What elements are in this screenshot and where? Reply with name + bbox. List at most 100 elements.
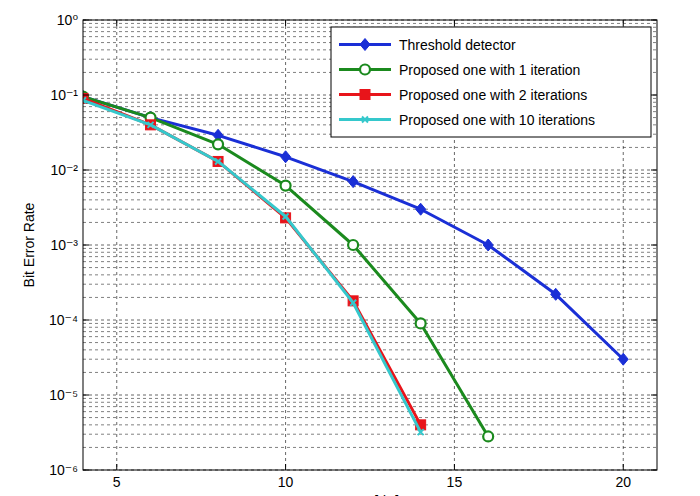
x-tick-label: 20 xyxy=(615,474,631,490)
x-tick xyxy=(454,20,455,26)
x-grid-line xyxy=(285,20,286,470)
minor-grid-line xyxy=(83,323,657,324)
minor-grid-line xyxy=(83,434,657,435)
series-marker xyxy=(618,353,628,365)
x-tick-label: 10 xyxy=(278,474,294,490)
y-tick xyxy=(651,245,657,246)
y-tick xyxy=(651,20,657,21)
legend-item: Proposed one with 2 iterations xyxy=(339,87,587,103)
y-tick xyxy=(83,470,89,471)
series-marker xyxy=(281,151,291,163)
series-line xyxy=(83,98,421,424)
y-tick xyxy=(83,320,89,321)
y-tick-label: 10⁻² xyxy=(50,162,78,178)
y-tick-label: 10⁻³ xyxy=(50,237,78,253)
y-tick xyxy=(83,245,89,246)
minor-grid-line xyxy=(83,23,657,24)
y-tick xyxy=(83,95,89,96)
minor-grid-line xyxy=(83,297,657,298)
series-marker xyxy=(483,239,493,251)
data xyxy=(83,91,628,442)
series-marker xyxy=(416,203,426,215)
y-tick xyxy=(651,395,657,396)
x-axis-label: SNR [dB] xyxy=(341,493,399,496)
axes-frame xyxy=(83,20,657,470)
minor-grid-line xyxy=(83,342,657,343)
y-tick xyxy=(83,395,89,396)
minor-grid-line xyxy=(83,424,657,425)
axes: 510152010⁻⁶10⁻⁵10⁻⁴10⁻³10⁻²10⁻¹10⁰ xyxy=(49,12,657,490)
series xyxy=(83,93,426,429)
series-line xyxy=(83,97,488,437)
y-tick-label: 10⁰ xyxy=(57,12,79,28)
y-grid-line xyxy=(83,170,657,171)
series-marker xyxy=(483,431,493,441)
legend-marker xyxy=(360,65,370,75)
y-tick xyxy=(651,320,657,321)
y-axis-label: Bit Error Rate xyxy=(21,202,37,287)
series-line xyxy=(83,100,421,432)
x-tick xyxy=(454,464,455,470)
series-marker xyxy=(283,213,289,219)
series-marker xyxy=(416,318,426,328)
minor-grid-line xyxy=(83,222,657,223)
minor-grid-line xyxy=(83,248,657,249)
y-tick xyxy=(83,170,89,171)
legend-marker xyxy=(360,90,370,100)
minor-grid-line xyxy=(83,398,657,399)
legend-item: Proposed one with 10 iterations xyxy=(339,112,595,128)
x-tick-label: 15 xyxy=(447,474,463,490)
series-marker xyxy=(418,429,424,435)
legend-marker xyxy=(360,39,370,51)
y-tick-label: 10⁻⁶ xyxy=(49,462,78,478)
minor-grid-line xyxy=(83,267,657,268)
minor-grid-line xyxy=(83,147,657,148)
minor-grid-line xyxy=(83,173,657,174)
legend-marker xyxy=(362,117,368,123)
x-tick xyxy=(116,464,117,470)
minor-grid-line xyxy=(83,327,657,328)
y-tick-label: 10⁻⁴ xyxy=(49,312,78,328)
minor-grid-line xyxy=(83,252,657,253)
minor-grid-line xyxy=(83,256,657,257)
x-tick-label: 5 xyxy=(113,474,121,490)
series-marker xyxy=(213,139,223,149)
series-marker xyxy=(215,158,221,164)
minor-grid-line xyxy=(83,261,657,262)
minor-grid-line xyxy=(83,411,657,412)
legend-label: Threshold detector xyxy=(399,37,516,53)
x-tick xyxy=(623,20,624,26)
legend-label: Proposed one with 10 iterations xyxy=(399,112,595,128)
x-tick xyxy=(285,464,286,470)
minor-grid-line xyxy=(83,177,657,178)
series xyxy=(83,97,424,435)
y-tick xyxy=(651,95,657,96)
minor-grid-line xyxy=(83,181,657,182)
series-marker xyxy=(350,300,356,306)
y-tick xyxy=(651,470,657,471)
y-grid-line xyxy=(83,320,657,321)
plot-area xyxy=(83,20,657,470)
minor-grid-line xyxy=(83,447,657,448)
y-tick xyxy=(651,170,657,171)
legend-box xyxy=(331,27,651,137)
y-grid-line xyxy=(83,395,657,396)
y-tick-label: 10⁻¹ xyxy=(50,87,78,103)
x-tick xyxy=(623,464,624,470)
y-tick xyxy=(83,20,89,21)
minor-grid-line xyxy=(83,192,657,193)
x-grid-line xyxy=(116,20,117,470)
grid xyxy=(83,20,657,470)
legend-label: Proposed one with 2 iterations xyxy=(399,87,587,103)
legend-item: Threshold detector xyxy=(339,37,516,53)
series xyxy=(83,92,493,442)
minor-grid-line xyxy=(83,199,657,200)
minor-grid-line xyxy=(83,359,657,360)
minor-grid-line xyxy=(83,274,657,275)
series-marker xyxy=(148,122,154,128)
background xyxy=(0,0,700,496)
legend: Threshold detector Proposed one with 1 it… xyxy=(331,27,651,137)
y-grid-line xyxy=(83,245,657,246)
legend-label: Proposed one with 1 iteration xyxy=(399,62,580,78)
minor-grid-line xyxy=(83,406,657,407)
